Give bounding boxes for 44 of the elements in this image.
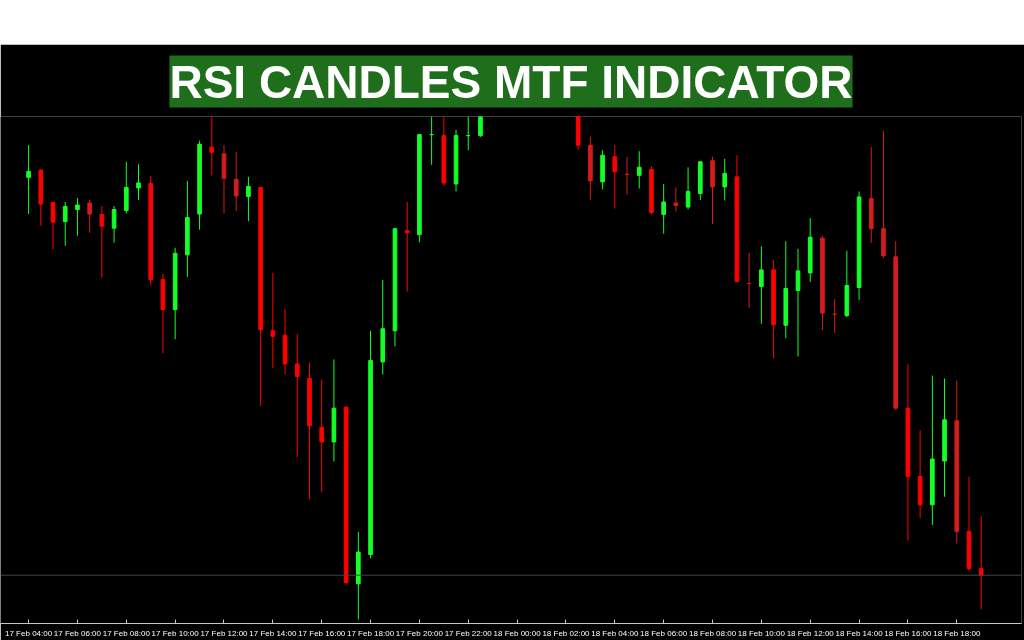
candlestick [685, 166, 691, 211]
x-tick-label: 18 Feb 06:00 [640, 628, 688, 638]
x-tick-label: 18 Feb 00:00 [493, 628, 542, 638]
candlestick [673, 186, 679, 213]
candlestick [722, 158, 728, 201]
candlestick [62, 201, 68, 247]
x-tick-label: 17 Feb 04:00 [5, 628, 53, 638]
candlestick [99, 205, 105, 278]
x-tick-label: 17 Feb 20:00 [395, 628, 444, 638]
x-tick-label: 18 Feb 04:00 [591, 628, 639, 638]
x-tick-label: 18 Feb 02:00 [542, 628, 591, 638]
x-tick-label: 17 Feb 08:00 [102, 628, 151, 638]
candlestick [233, 151, 239, 212]
x-tick-label: 18 Feb 18:00 [933, 628, 981, 638]
candlestick [978, 515, 984, 610]
x-tick-label: 17 Feb 16:00 [298, 628, 346, 638]
candlestick [87, 199, 92, 234]
x-tick-label: 18 Feb 14:00 [835, 628, 884, 638]
x-tick-label: 17 Feb 06:00 [53, 628, 102, 638]
x-tick-label: 18 Feb 12:00 [786, 628, 835, 638]
candlestick [404, 201, 410, 293]
candlestick [294, 333, 300, 458]
candlestick [759, 245, 764, 325]
candlestick [26, 144, 31, 215]
candlestick [661, 183, 666, 235]
chart-title: RSI CANDLES MTF INDICATOR [169, 55, 853, 108]
x-tick-label: 17 Feb 18:00 [346, 628, 395, 638]
candlestick [136, 163, 141, 201]
candlestick [270, 272, 276, 369]
x-tick-label: 17 Feb 12:00 [200, 628, 249, 638]
candlestick [246, 176, 251, 222]
x-tick-label: 18 Feb 08:00 [688, 628, 737, 638]
candlestick [319, 379, 325, 493]
candlestick [111, 205, 117, 244]
candlestick [75, 197, 80, 237]
x-tick-label: 17 Feb 10:00 [151, 628, 200, 638]
x-tick-label: 18 Feb 10:00 [737, 628, 786, 638]
x-tick-label: 18 Feb 16:00 [884, 628, 933, 638]
x-tick-label: 17 Feb 14:00 [249, 628, 297, 638]
x-tick-label: 17 Feb 22:00 [444, 628, 493, 638]
candlestick [636, 150, 642, 189]
candlestick [209, 116, 215, 176]
candlestick [123, 161, 129, 215]
candlestick [612, 144, 618, 210]
